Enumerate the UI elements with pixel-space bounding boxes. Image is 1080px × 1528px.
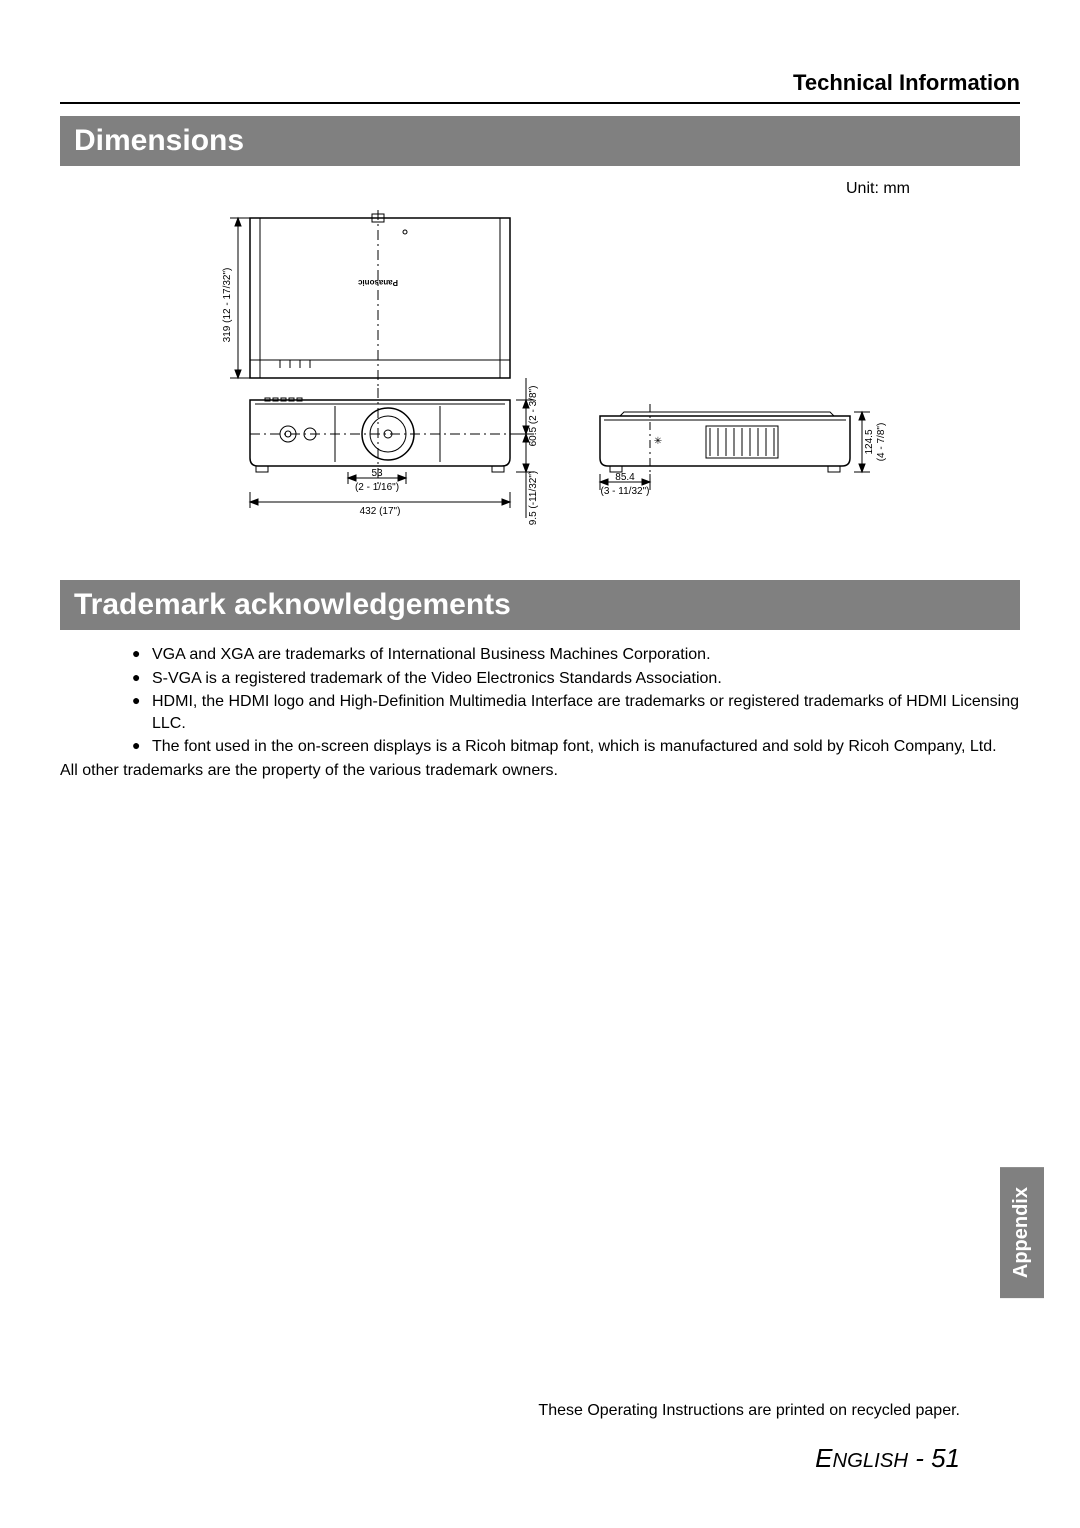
unit-label: Unit: mm: [60, 180, 1020, 198]
dim-85-mm: 85.4: [615, 472, 635, 483]
trademark-closing: All other trademarks are the property of…: [60, 762, 1020, 780]
svg-text:319 (12: 319 (12 - 17/32"): [222, 268, 233, 343]
section-heading-dimensions: Dimensions: [60, 116, 1020, 166]
footer-language: ENGLISH: [815, 1443, 908, 1473]
dim-319-mm: 319: [222, 325, 233, 342]
dim-9-in: (-11/32"): [528, 471, 539, 509]
brand-label: Panasonic: [357, 278, 398, 287]
recycled-paper-note: These Operating Instructions are printed…: [538, 1402, 960, 1420]
svg-text:60.5 (2: 60.5 (2 - 3/8"): [528, 386, 539, 447]
trademark-item: The font used in the on-screen displays …: [132, 736, 1020, 758]
trademark-item: VGA and XGA are trademarks of Internatio…: [132, 644, 1020, 666]
trademark-list: VGA and XGA are trademarks of Internatio…: [60, 644, 1020, 758]
dim-124-in: (4 - 7/8"): [876, 423, 887, 462]
svg-text:9.5 (-11: 9.5 (-11/32"): [528, 471, 539, 526]
dim-432-mm: 432: [360, 506, 377, 517]
dim-60-in: (2 - 3/8"): [528, 386, 539, 425]
dim-9-mm: 9.5: [528, 511, 539, 525]
appendix-tab: Appendix: [1000, 1167, 1044, 1298]
dim-432-in: (17"): [379, 506, 400, 517]
dimensions-diagram: Panasonic 319 (12 - 17/32"): [60, 202, 1020, 580]
section-heading-trademark: Trademark acknowledgements: [60, 580, 1020, 630]
svg-text:432 (17": 432 (17"): [360, 506, 401, 517]
dim-124-mm: 124.5: [864, 429, 875, 454]
dim-319-in: (12 - 17/32"): [222, 268, 233, 323]
dim-60-mm: 60.5: [528, 427, 539, 447]
trademark-item: S-VGA is a registered trademark of the V…: [132, 668, 1020, 690]
page-header-title: Technical Information: [60, 70, 1020, 104]
dim-53-in: (2 - 1/16"): [355, 482, 399, 493]
footer-page: 51: [931, 1443, 960, 1473]
footer-language-page: ENGLISH - 51: [815, 1443, 960, 1474]
dim-85-in: (3 - 11/32"): [601, 486, 650, 497]
svg-text:✳: ✳: [654, 436, 662, 447]
dim-53-mm: 53: [371, 468, 383, 479]
trademark-item: HDMI, the HDMI logo and High-Definition …: [132, 691, 1020, 734]
